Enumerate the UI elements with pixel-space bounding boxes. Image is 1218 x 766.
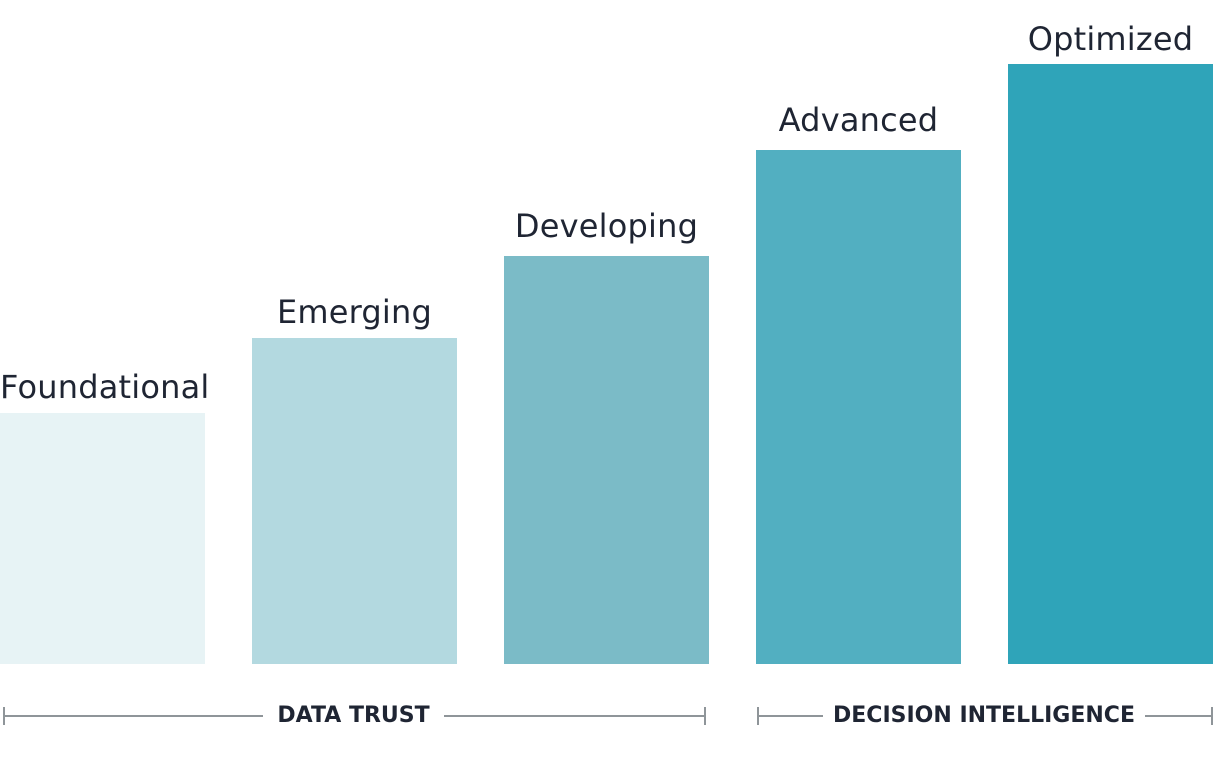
label-optimized: Optimized xyxy=(1027,20,1194,58)
bar-developing xyxy=(504,256,709,664)
data-trust-bracket-left-line xyxy=(3,715,263,717)
bar-foundational xyxy=(0,413,205,664)
bar-advanced xyxy=(756,150,961,664)
label-developing: Developing xyxy=(514,207,699,245)
decision-intelligence-bracket-right-tick xyxy=(1211,707,1213,725)
bar-emerging xyxy=(252,338,457,664)
label-advanced: Advanced xyxy=(778,101,939,139)
data-trust-bracket-right-tick xyxy=(704,707,706,725)
group-label-data-trust: DATA TRUST xyxy=(277,703,430,728)
data-trust-bracket-right-line xyxy=(444,715,706,717)
bar-optimized xyxy=(1008,64,1213,664)
label-foundational: Foundational xyxy=(0,368,210,406)
decision-intelligence-bracket-right-line xyxy=(1145,715,1212,717)
group-label-decision-intelligence: DECISION INTELLIGENCE xyxy=(833,703,1135,728)
label-emerging: Emerging xyxy=(276,293,433,331)
decision-intelligence-bracket-left-line xyxy=(757,715,823,717)
